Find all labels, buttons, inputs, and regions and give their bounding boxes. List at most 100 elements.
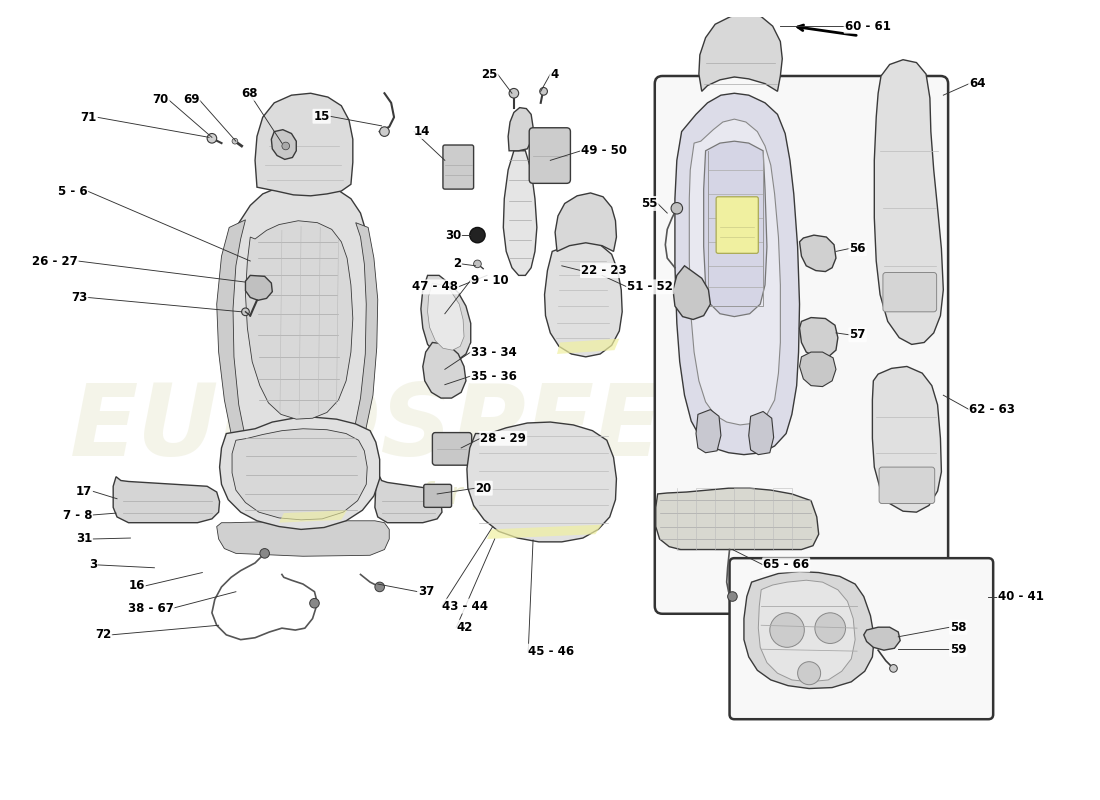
- Text: 62 - 63: 62 - 63: [969, 403, 1015, 416]
- Polygon shape: [696, 410, 720, 453]
- Polygon shape: [874, 60, 944, 345]
- Polygon shape: [698, 14, 782, 91]
- Circle shape: [815, 613, 846, 643]
- Polygon shape: [421, 275, 471, 360]
- FancyBboxPatch shape: [716, 197, 758, 254]
- Polygon shape: [690, 119, 780, 425]
- Polygon shape: [428, 283, 464, 350]
- Text: 56: 56: [849, 242, 866, 255]
- Text: 38 - 67: 38 - 67: [128, 602, 174, 614]
- Polygon shape: [466, 422, 616, 542]
- Text: 59: 59: [950, 642, 967, 656]
- Text: a passion for parts: a passion for parts: [266, 482, 551, 510]
- Polygon shape: [749, 411, 773, 454]
- FancyBboxPatch shape: [443, 145, 474, 189]
- Circle shape: [770, 613, 804, 647]
- Text: 64: 64: [969, 77, 986, 90]
- Text: 51 - 52: 51 - 52: [627, 280, 673, 294]
- Circle shape: [474, 260, 482, 268]
- Polygon shape: [346, 222, 377, 467]
- FancyBboxPatch shape: [879, 467, 935, 503]
- Text: 45 - 46: 45 - 46: [528, 645, 574, 658]
- Text: 71: 71: [80, 110, 97, 124]
- Text: 68: 68: [241, 86, 257, 100]
- Text: 58: 58: [950, 621, 967, 634]
- Text: 70: 70: [153, 94, 168, 106]
- Text: 37: 37: [418, 586, 434, 598]
- Text: 5 - 6: 5 - 6: [57, 185, 87, 198]
- Text: 43 - 44: 43 - 44: [442, 599, 488, 613]
- Polygon shape: [232, 429, 367, 520]
- Text: 17: 17: [76, 485, 92, 498]
- Polygon shape: [245, 221, 353, 419]
- Polygon shape: [675, 94, 800, 454]
- Polygon shape: [557, 338, 619, 354]
- Circle shape: [260, 549, 270, 558]
- Polygon shape: [704, 141, 767, 317]
- Circle shape: [207, 134, 217, 143]
- Polygon shape: [800, 318, 838, 357]
- Polygon shape: [113, 477, 220, 522]
- Circle shape: [310, 598, 319, 608]
- FancyBboxPatch shape: [729, 558, 993, 719]
- Text: 33 - 34: 33 - 34: [471, 346, 517, 358]
- Circle shape: [798, 662, 821, 685]
- Polygon shape: [375, 477, 442, 522]
- Polygon shape: [656, 488, 818, 550]
- Text: 16: 16: [129, 579, 145, 593]
- FancyBboxPatch shape: [654, 76, 948, 614]
- Polygon shape: [744, 571, 874, 689]
- Polygon shape: [864, 627, 900, 650]
- Polygon shape: [544, 241, 623, 357]
- Text: 42: 42: [456, 621, 473, 634]
- Text: 57: 57: [849, 328, 866, 342]
- Text: 49 - 50: 49 - 50: [581, 144, 627, 158]
- FancyBboxPatch shape: [883, 273, 936, 312]
- Text: 14: 14: [415, 125, 430, 138]
- Text: 25: 25: [481, 67, 497, 81]
- Polygon shape: [800, 352, 836, 386]
- Polygon shape: [279, 510, 348, 522]
- Text: 55: 55: [641, 197, 658, 210]
- Text: 26 - 27: 26 - 27: [32, 254, 78, 267]
- Text: 69: 69: [183, 94, 199, 106]
- Text: 47 - 48: 47 - 48: [412, 280, 459, 294]
- Circle shape: [540, 87, 548, 95]
- Polygon shape: [245, 275, 273, 300]
- Polygon shape: [673, 266, 711, 319]
- FancyBboxPatch shape: [424, 484, 452, 507]
- Circle shape: [890, 665, 898, 672]
- Circle shape: [470, 227, 485, 242]
- Text: 22 - 23: 22 - 23: [581, 264, 627, 277]
- Polygon shape: [227, 184, 376, 482]
- Text: 73: 73: [72, 291, 87, 304]
- Polygon shape: [758, 580, 855, 682]
- Text: 20: 20: [475, 482, 492, 494]
- Text: 3: 3: [89, 558, 97, 571]
- Polygon shape: [220, 418, 380, 530]
- Circle shape: [375, 582, 385, 592]
- Text: EUROSPEED: EUROSPEED: [70, 380, 747, 478]
- Polygon shape: [872, 366, 942, 512]
- Text: 60 - 61: 60 - 61: [845, 20, 891, 33]
- Polygon shape: [504, 150, 537, 275]
- FancyBboxPatch shape: [529, 128, 571, 183]
- Circle shape: [232, 138, 238, 144]
- Text: 15: 15: [314, 110, 330, 122]
- Text: 65 - 66: 65 - 66: [763, 558, 810, 571]
- Polygon shape: [217, 521, 389, 556]
- Text: 31: 31: [76, 533, 92, 546]
- Text: 4: 4: [550, 67, 559, 81]
- Polygon shape: [508, 108, 534, 150]
- Polygon shape: [487, 525, 602, 539]
- Text: 28 - 29: 28 - 29: [481, 432, 526, 445]
- Text: 7 - 8: 7 - 8: [63, 509, 92, 522]
- Text: 40 - 41: 40 - 41: [998, 590, 1044, 603]
- Circle shape: [671, 202, 683, 214]
- FancyBboxPatch shape: [432, 433, 472, 465]
- Polygon shape: [422, 342, 466, 398]
- Circle shape: [509, 89, 519, 98]
- Polygon shape: [217, 220, 253, 472]
- Polygon shape: [255, 94, 353, 196]
- Text: 72: 72: [95, 628, 111, 642]
